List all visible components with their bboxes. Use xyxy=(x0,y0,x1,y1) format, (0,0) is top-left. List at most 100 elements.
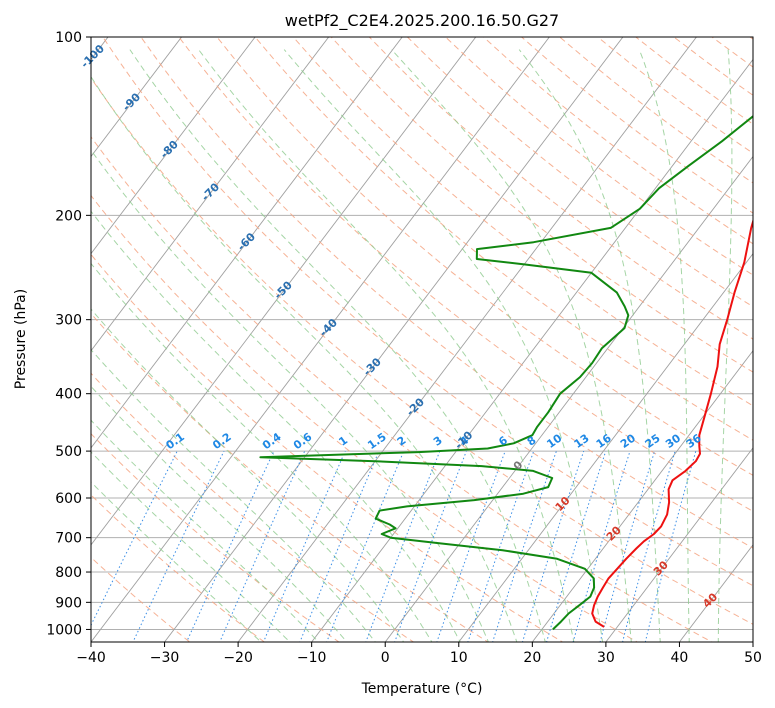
isotherm-line xyxy=(531,349,753,642)
y-tick-label: 300 xyxy=(55,313,82,329)
y-tick-label: 200 xyxy=(55,208,82,224)
dry-adiabat-line xyxy=(91,556,191,642)
dry-adiabat-line xyxy=(254,37,753,441)
dry-adiabat-label: -90 xyxy=(120,90,143,113)
dry-adiabat-label: -60 xyxy=(235,230,258,253)
dry-adiabat-line xyxy=(673,37,753,96)
mixing-ratio-label: 20 xyxy=(618,431,638,451)
y-tick-label: 900 xyxy=(55,595,82,611)
dry-adiabat-label: -70 xyxy=(199,180,222,203)
moist-adiabat-line xyxy=(91,481,262,642)
mixing-ratio-line xyxy=(546,450,607,642)
dry-adiabat-line xyxy=(91,194,639,642)
isotherm-line xyxy=(163,37,624,642)
y-tick-label: 100 xyxy=(55,30,82,46)
dry-adiabat-label: -30 xyxy=(361,355,384,378)
isotherm-line xyxy=(91,37,183,158)
moist-adiabat-line xyxy=(91,75,518,642)
isotherm-line xyxy=(91,37,477,546)
mixing-ratio-label: 3 xyxy=(431,434,445,449)
moist-adiabat-line xyxy=(91,308,405,642)
chart-title: wetPf2_C2E4.2025.200.16.50.G27 xyxy=(285,11,559,31)
x-tick-label: −10 xyxy=(297,650,327,666)
dry-adiabat-line xyxy=(91,372,415,642)
moist-adiabat-line xyxy=(638,49,690,642)
moist-adiabat-line xyxy=(91,419,320,642)
x-tick-label: −40 xyxy=(76,650,106,666)
mixing-ratio-line xyxy=(262,450,346,642)
moist-adiabat-label: 30 xyxy=(651,558,671,578)
moist-adiabat-line xyxy=(283,49,604,642)
dry-adiabat-line xyxy=(102,37,753,587)
mixing-ratio-line xyxy=(299,450,380,642)
mixing-ratio-label: 0.1 xyxy=(163,430,186,452)
plot-frame xyxy=(90,36,754,643)
background-lines xyxy=(91,37,753,642)
x-tick-label: 20 xyxy=(523,650,541,666)
x-tick-label: 30 xyxy=(597,650,615,666)
dry-adiabat-line xyxy=(216,37,753,476)
temperature-profile xyxy=(591,218,753,628)
dry-adiabat-line xyxy=(482,37,753,245)
dry-adiabat-line xyxy=(292,37,753,407)
mixing-ratio-label: 0.4 xyxy=(260,430,284,452)
mixing-ratio-label: 13 xyxy=(572,432,592,451)
isotherm-line xyxy=(91,37,403,449)
moist-adiabat-line xyxy=(91,262,433,642)
mixing-ratio-line xyxy=(132,450,225,642)
dry-adiabat-label: -100 xyxy=(78,42,107,71)
axes: −40 −30 −20 −10 0 10 20 30 40 50 100 200 300 400 500 60… xyxy=(46,30,762,666)
isotherm-line xyxy=(91,37,330,352)
moist-adiabat-line xyxy=(198,49,575,642)
y-tick-label: 600 xyxy=(55,491,82,507)
mixing-ratio-line xyxy=(219,450,306,642)
isotherm-line xyxy=(678,544,753,642)
isotherm-line xyxy=(237,37,698,642)
mixing-ratio-line xyxy=(492,450,557,642)
x-tick-label: 0 xyxy=(381,650,390,666)
y-axis-title: Pressure (hPa) xyxy=(13,289,29,389)
dry-adiabat-line xyxy=(91,312,489,642)
dry-adiabat-line xyxy=(406,37,753,308)
mixing-ratio-line xyxy=(91,450,178,627)
dry-adiabat-line xyxy=(91,135,713,642)
mixing-ratio-line xyxy=(599,450,656,642)
isotherm-line xyxy=(311,58,753,642)
moist-adiabat-line xyxy=(129,49,546,642)
dry-adiabat-line xyxy=(91,76,753,625)
isotherm-line xyxy=(91,37,550,642)
moist-adiabat-label: 40 xyxy=(700,590,720,610)
dry-adiabat-label: -50 xyxy=(272,278,295,301)
isotherm-line xyxy=(605,447,753,642)
mixing-ratio-label: 1.5 xyxy=(365,430,388,452)
mixing-ratio-label: 1 xyxy=(336,434,350,449)
isotherm-line xyxy=(91,37,256,255)
mixing-ratio-line xyxy=(394,450,467,642)
moist-adiabat-line xyxy=(91,149,489,642)
y-tick-label: 700 xyxy=(55,531,82,547)
isotherm-line xyxy=(458,252,753,642)
dry-adiabat-line xyxy=(91,253,564,642)
isotherm-line xyxy=(752,641,753,642)
moist-adiabat-line xyxy=(91,385,348,642)
mixing-ratio-line xyxy=(644,450,697,642)
mixing-ratio-line xyxy=(572,450,631,642)
y-tick-label: 800 xyxy=(55,565,82,581)
dry-adiabat-line xyxy=(711,37,753,68)
y-tick-label: 500 xyxy=(55,444,82,460)
profile-lines xyxy=(259,115,753,631)
moist-adiabat-line xyxy=(91,348,376,642)
x-tick-label: −30 xyxy=(150,650,180,666)
moist-adiabat-line xyxy=(717,49,733,642)
dry-adiabat-line xyxy=(330,37,753,373)
moist-adiabat-line xyxy=(391,49,632,642)
dry-adiabat-label: -20 xyxy=(404,395,427,418)
mixing-ratio-label: 8 xyxy=(525,434,539,449)
y-tick-label: 1000 xyxy=(46,622,82,638)
moist-adiabat-line xyxy=(518,49,661,642)
x-tick-label: 10 xyxy=(450,650,468,666)
mixing-ratio-line xyxy=(326,450,405,642)
dewpoint-profile xyxy=(259,115,753,631)
y-tick-label: 400 xyxy=(55,387,82,403)
mixing-ratio-label: 10 xyxy=(544,431,564,451)
